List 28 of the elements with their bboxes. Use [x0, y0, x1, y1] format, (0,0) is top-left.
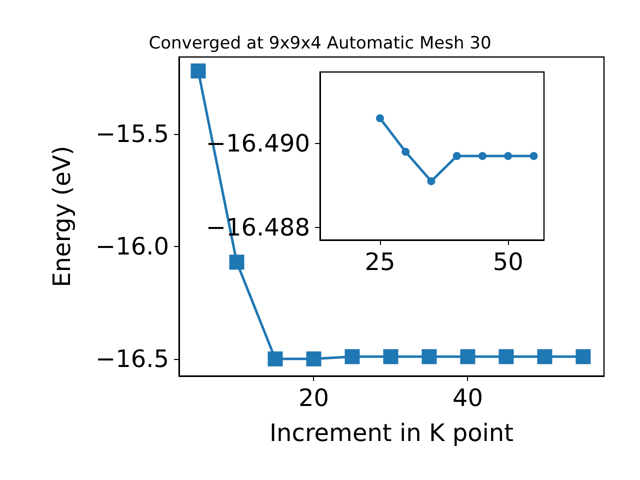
x-tick-label: 20: [298, 384, 330, 412]
point: [460, 349, 476, 364]
x-axis-title: Increment in K point: [269, 419, 514, 447]
point: [576, 349, 591, 364]
point: [344, 349, 360, 364]
point: [498, 349, 514, 364]
x-tick-label: 25: [364, 248, 396, 276]
point: [537, 349, 552, 364]
point: [478, 152, 486, 160]
point: [190, 63, 206, 78]
y-tick-label: −15.5: [95, 120, 169, 148]
point: [383, 349, 398, 364]
x-tick-label: 40: [452, 384, 483, 412]
point: [402, 148, 410, 156]
point: [452, 152, 461, 160]
y-tick-label: −16.5: [95, 344, 169, 373]
point: [229, 254, 244, 270]
point: [530, 152, 538, 160]
chart-title: Converged at 9x9x4 Automatic Mesh 30: [148, 34, 492, 54]
point: [504, 152, 512, 160]
point: [422, 349, 437, 364]
point: [306, 351, 322, 366]
point: [427, 177, 436, 186]
y-tick-label: −16.0: [95, 232, 169, 260]
x-tick-label: 50: [492, 248, 524, 276]
point: [376, 114, 384, 122]
point: [268, 351, 283, 366]
y-axis-title: Energy (eV): [48, 146, 76, 288]
